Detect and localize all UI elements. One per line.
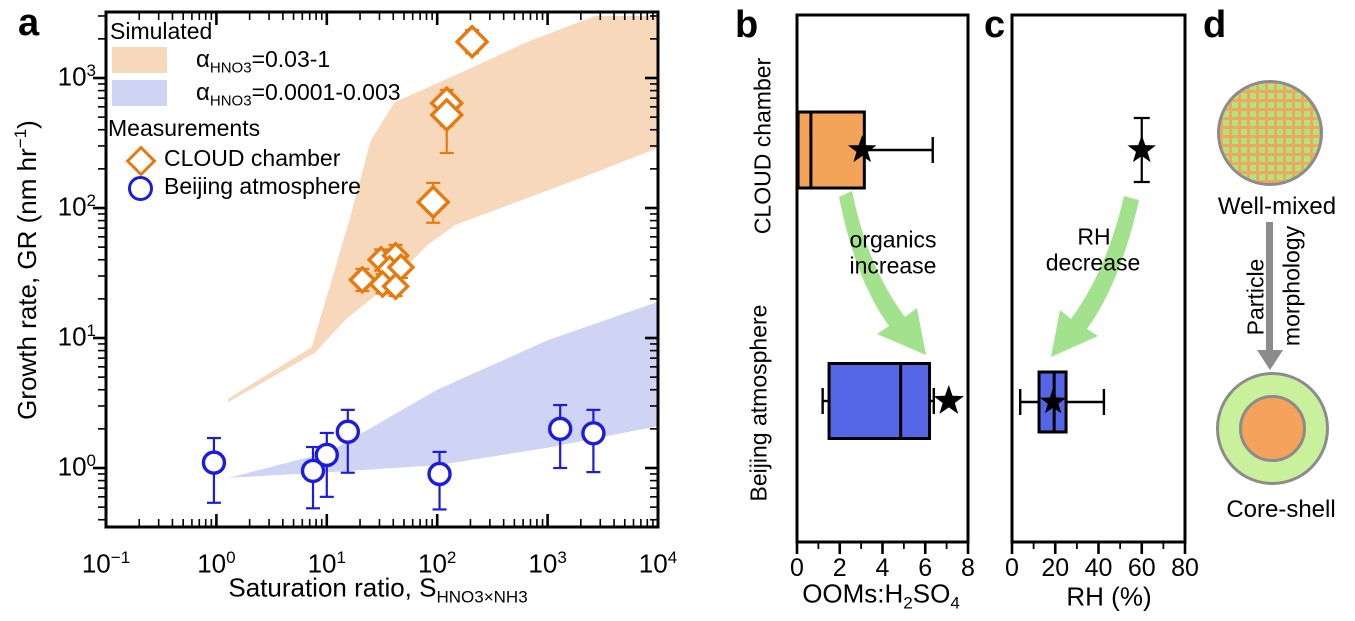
y-tick-label: 102 <box>57 191 96 222</box>
morphology-label: morphology <box>1278 225 1305 347</box>
y-tick-label: 101 <box>57 321 96 352</box>
diamond-marker <box>429 97 465 133</box>
alpha-value: =0.0001-0.003 <box>251 79 401 105</box>
row-label-beijing-atmosphere: Beijing atmosphere <box>745 304 772 502</box>
diamond-marker <box>454 24 490 60</box>
x-title-sub: HNO3×NH3 <box>436 587 528 607</box>
alpha-symbol: α <box>196 79 210 106</box>
panel-b-tick-label: 0 <box>790 554 804 582</box>
morphology-arrow-icon <box>1266 222 1273 352</box>
panel-c-label: c <box>984 4 1006 46</box>
mean-star <box>1039 388 1067 414</box>
core-shell-core <box>1239 395 1306 462</box>
mean-star <box>933 385 964 414</box>
diamond-marker <box>381 271 411 301</box>
mean-star <box>1127 135 1156 163</box>
b-title-sub1: 2 <box>903 593 913 613</box>
rh-decrease-arrow-icon <box>1051 196 1139 357</box>
circle-marker <box>300 458 326 484</box>
alpha-value: =0.03-1 <box>251 46 331 72</box>
panel-c-tick-label: 80 <box>1171 554 1199 582</box>
panel-c-tick-label: 60 <box>1127 554 1156 582</box>
y-tick-label: 103 <box>57 61 96 92</box>
circle-marker <box>427 461 452 487</box>
legend-simulated-title: Simulated <box>110 18 213 44</box>
legend-item-alpha-high: αHNO3=0.03-1 <box>196 46 330 77</box>
organics-increase-arrow-icon <box>839 191 926 355</box>
b-title-pre: OOMs:H <box>802 578 904 609</box>
x-tick-label: 100 <box>197 548 236 579</box>
x-tick-label: 104 <box>638 548 678 579</box>
circle-marker <box>547 416 573 442</box>
panel-a-label: a <box>18 2 40 44</box>
panel-d-label: d <box>1203 4 1227 46</box>
legend-swatch-orange <box>112 47 167 73</box>
circle-marker <box>335 419 361 444</box>
panel-c-tick-label: 20 <box>1041 554 1070 582</box>
y-title-text: Growth rate, GR (nm hr <box>11 148 42 420</box>
circle-marker-icon <box>128 176 153 201</box>
circle-marker <box>581 421 606 446</box>
y-title-close: ) <box>11 120 42 129</box>
alpha-subscript: HNO3 <box>209 59 252 77</box>
alpha-subscript: HNO3 <box>209 92 252 110</box>
diamond-marker <box>347 265 377 295</box>
x-axis-title-a: Saturation ratio, SHNO3×NH3 <box>228 572 527 607</box>
diamond-marker <box>415 184 451 220</box>
circle-marker <box>314 442 339 468</box>
rh-decrease-line1: RH <box>1077 223 1111 250</box>
panel-b-tick-label: 2 <box>832 554 847 582</box>
panel-a-frame <box>104 10 660 529</box>
x-tick-label: 101 <box>307 548 346 579</box>
legend-measurements-title: Measurements <box>108 115 261 141</box>
panel-b-tick-label: 8 <box>961 554 975 582</box>
y-title-sup: −1 <box>11 128 31 149</box>
circle-marker <box>201 450 227 475</box>
panel-c-tick-label: 0 <box>1005 554 1019 582</box>
legend-item-cloud: CLOUD chamber <box>164 145 341 171</box>
x-title-text: Saturation ratio, S <box>228 572 437 603</box>
legend-item-beijing: Beijing atmosphere <box>164 173 361 199</box>
alpha-symbol: α <box>196 46 210 73</box>
morphology-arrowhead-icon <box>1257 350 1283 370</box>
core-shell-particle <box>1216 372 1329 485</box>
particle-label: Particle <box>1242 258 1269 336</box>
panel-b-tick-label: 6 <box>918 554 933 582</box>
y-axis-title: Growth rate, GR (nm hr−1) <box>11 120 43 420</box>
x-axis-title-b: OOMs:H2SO4 <box>802 578 960 613</box>
organics-increase-line1: organics <box>849 226 937 253</box>
panel-b-label: b <box>735 4 759 46</box>
x-tick-label: 103 <box>528 548 567 579</box>
panel-b-box <box>827 362 932 440</box>
legend-swatch-blue <box>112 80 167 106</box>
core-shell-caption: Core-shell <box>1226 496 1336 523</box>
panel-c-tick-label: 40 <box>1084 554 1113 582</box>
x-tick-label: 10−1 <box>81 548 131 579</box>
legend-item-alpha-low: αHNO3=0.0001-0.003 <box>196 79 401 110</box>
row-label-cloud-chamber: CLOUD chamber <box>749 57 776 235</box>
x-axis-title-c: RH (%) <box>1066 581 1152 612</box>
b-title-sub2: 4 <box>950 593 960 613</box>
well-mixed-particle <box>1217 80 1323 186</box>
x-tick-label: 102 <box>417 548 457 579</box>
panel-b-tick-label: 4 <box>875 554 890 582</box>
well-mixed-caption: Well-mixed <box>1217 193 1337 220</box>
y-tick-label: 100 <box>57 451 96 482</box>
b-title-mid: SO <box>912 578 951 609</box>
mean-star <box>847 135 877 163</box>
organics-increase-line2: increase <box>849 252 937 279</box>
rh-decrease-line2: decrease <box>1045 249 1141 276</box>
